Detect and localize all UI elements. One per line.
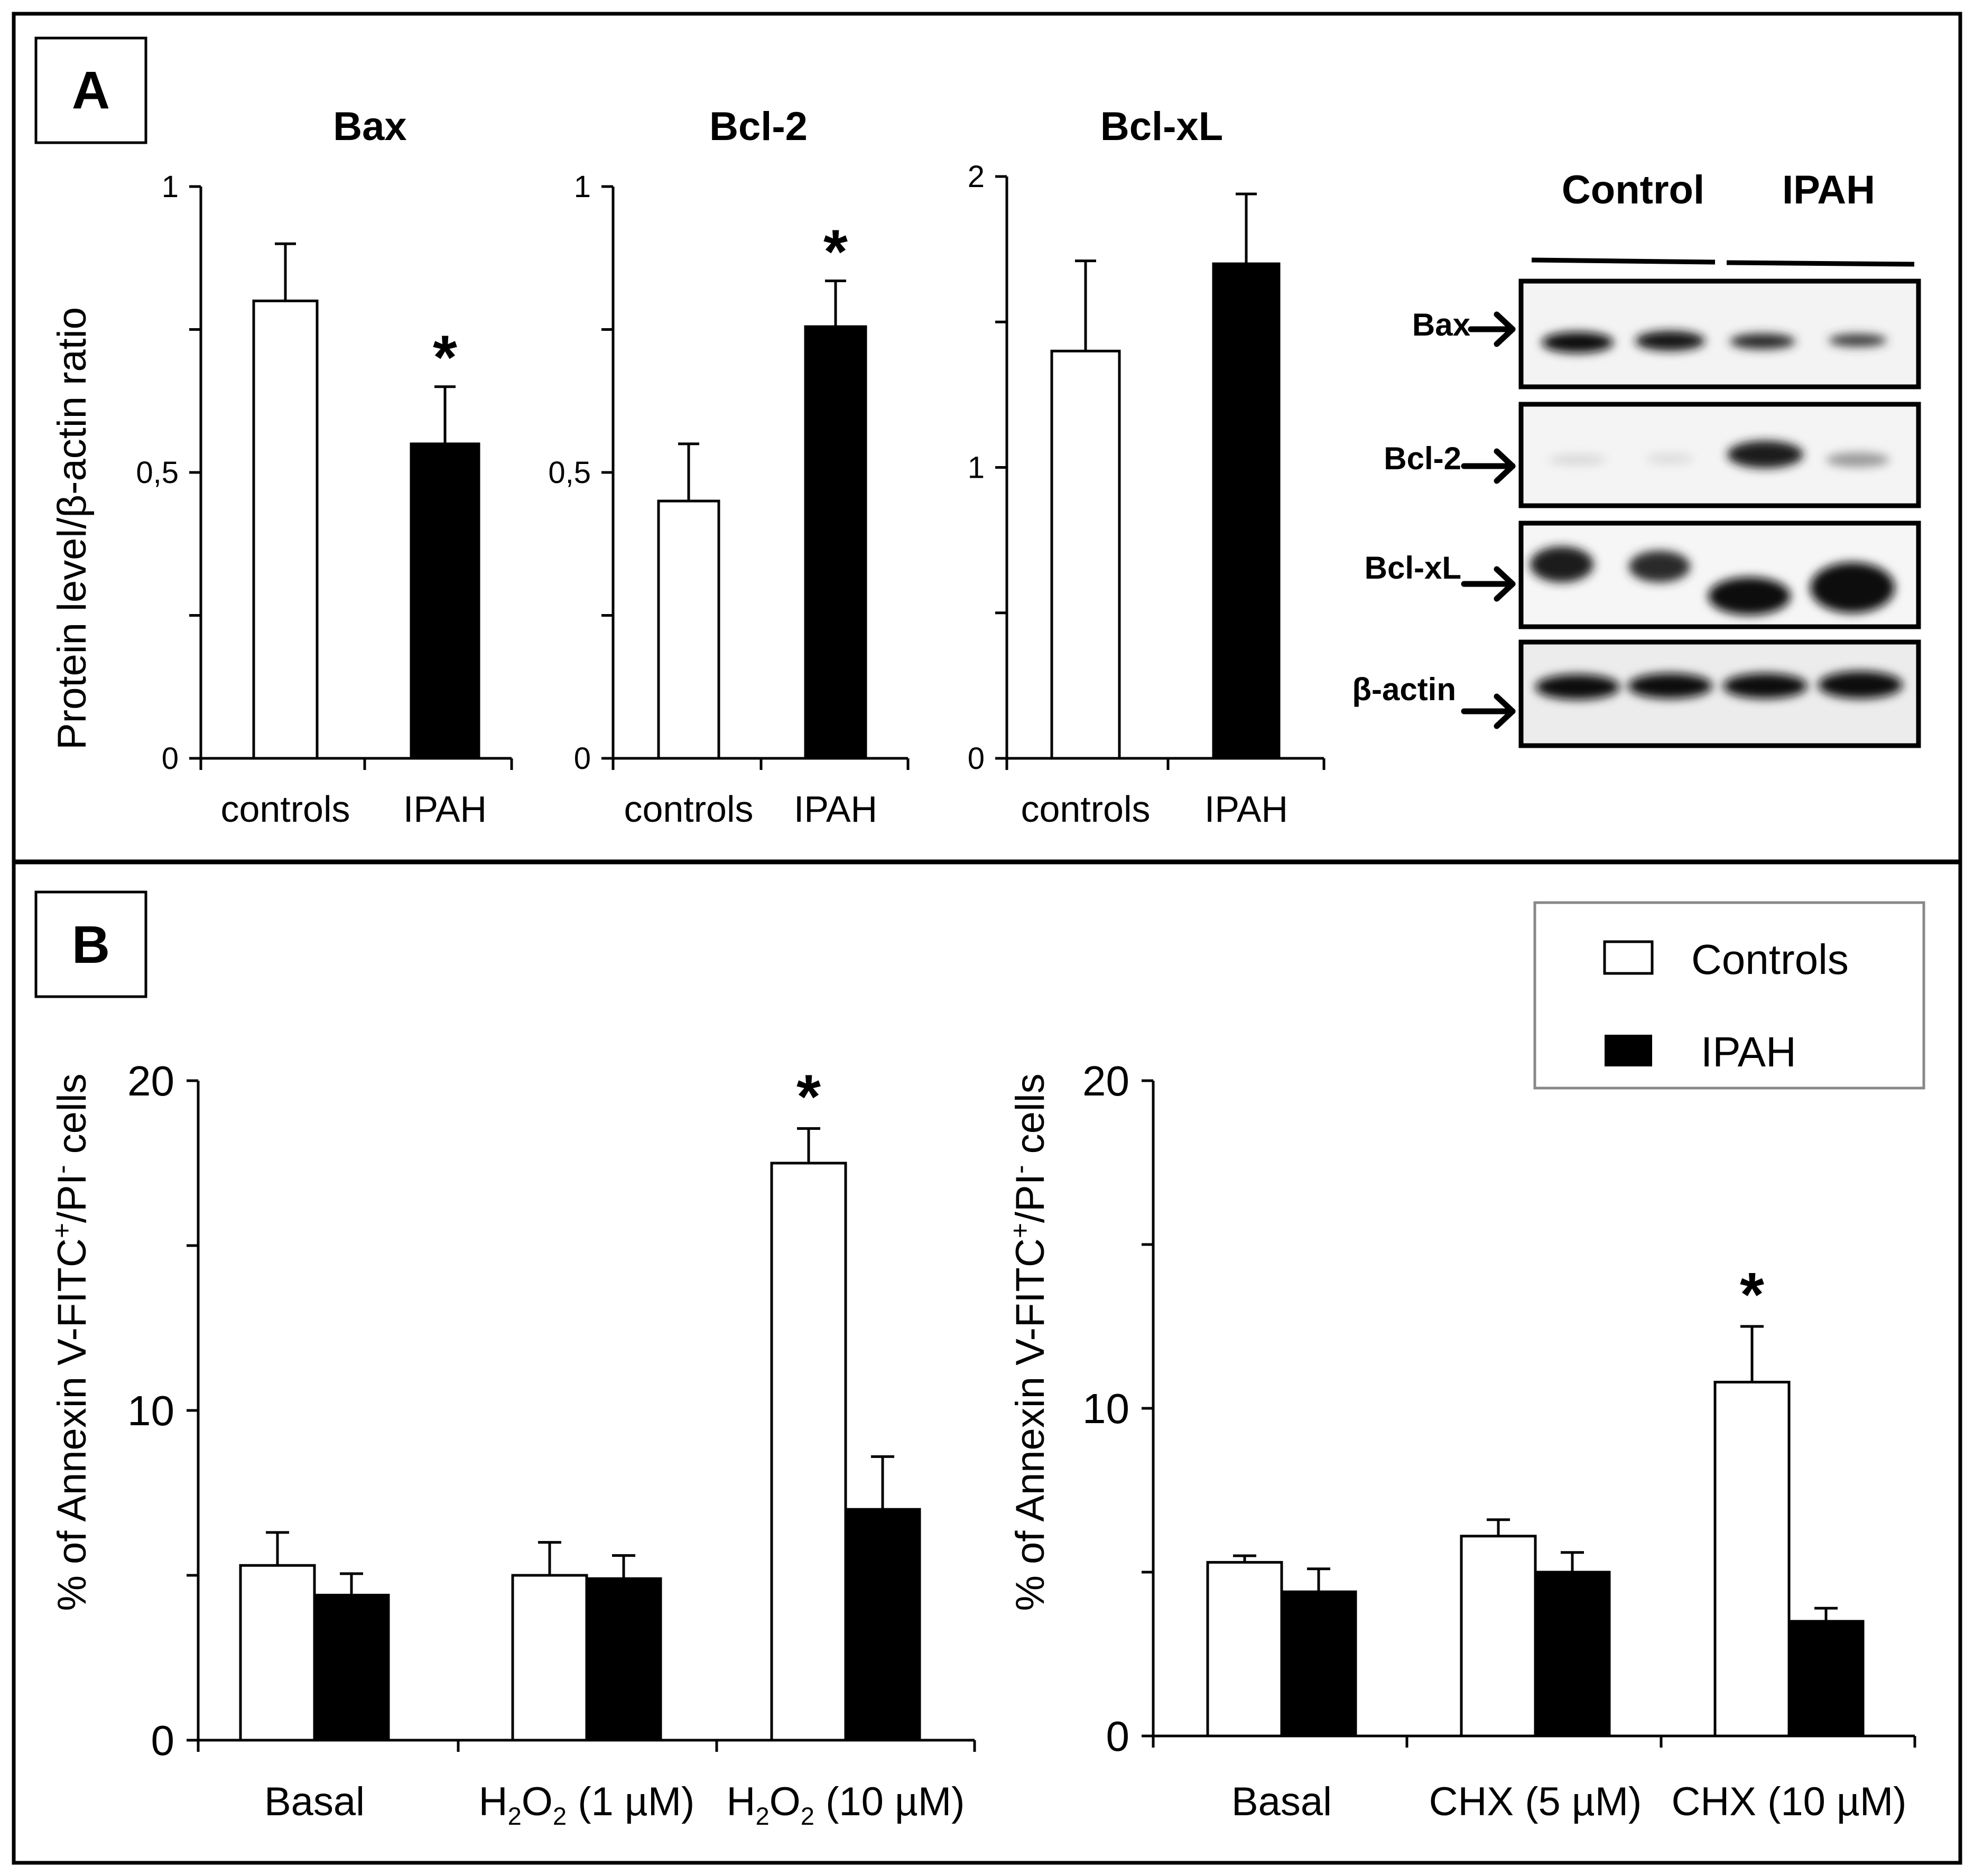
bclxl-x-tick-label: controls bbox=[1021, 788, 1150, 830]
bax-bar-chart: Bax 0 0,5 1 controls * IPAH bbox=[136, 104, 513, 830]
h2o2-y-axis-label: % of Annexin V-FITC+/PI- cells bbox=[47, 1073, 95, 1611]
blot-arrow-beta-actin bbox=[1461, 693, 1516, 729]
blot-row-label-bclxl: Bcl-xL bbox=[1365, 550, 1461, 586]
blot-group-control: Control bbox=[1562, 168, 1704, 212]
chx-y-tick-label: 20 bbox=[1082, 1057, 1129, 1104]
legend-label-controls: Controls bbox=[1691, 936, 1849, 983]
bcl2-y-tick-label: 0,5 bbox=[548, 456, 591, 490]
legend: Controls IPAH bbox=[1533, 901, 1925, 1090]
chx-bar-controls-1 bbox=[1206, 1561, 1283, 1738]
bax-y-tick-label: 1 bbox=[162, 170, 179, 204]
legend-swatch-ipah bbox=[1605, 1035, 1652, 1066]
bclxl-y-tick-label: 2 bbox=[968, 160, 985, 194]
bax-x-tick-label: controls bbox=[220, 788, 350, 830]
chx-y-tick-label: 10 bbox=[1082, 1385, 1129, 1432]
bclxl-y-tick-label: 1 bbox=[968, 451, 985, 485]
h2o2-bar-ipah-2 bbox=[585, 1577, 662, 1742]
h2o2-bar-chart: 0 10 20 Basal H2O2 (1 µM) * H2O2 (10 µM) bbox=[127, 1057, 976, 1830]
blot-bands-bax bbox=[1542, 331, 1887, 353]
legend-swatch-controls bbox=[1603, 940, 1654, 975]
panel-b-label: B bbox=[34, 890, 147, 998]
svg-text:A: A bbox=[72, 61, 110, 120]
chx-y-tick-label: 0 bbox=[1106, 1713, 1130, 1760]
bcl2-bar-ipah bbox=[804, 325, 867, 760]
h2o2-y-tick-label: 20 bbox=[127, 1057, 174, 1104]
bcl2-x-tick-label: controls bbox=[624, 788, 753, 830]
h2o2-bar-ipah-1 bbox=[313, 1593, 390, 1742]
chx-bar-controls-2 bbox=[1460, 1535, 1537, 1738]
h2o2-significance-star: * bbox=[796, 1062, 821, 1131]
chx-bar-chart: 0 10 20 Basal CHX (5 µM) * CHX (10 µM) bbox=[1082, 1057, 1916, 1824]
h2o2-bar-controls-1 bbox=[239, 1564, 316, 1742]
bcl2-x-tick-label: IPAH bbox=[794, 788, 877, 830]
bax-title: Bax bbox=[333, 104, 406, 149]
blot-bands-bclxl bbox=[1530, 546, 1895, 615]
bclxl-bar-chart: Bcl-xL 0 1 2 controls IPAH bbox=[968, 104, 1326, 830]
blot-row-label-bax: Bax bbox=[1412, 307, 1470, 342]
blot-row-label-beta-actin: β-actin bbox=[1352, 672, 1456, 707]
h2o2-y-tick-label: 0 bbox=[151, 1717, 175, 1764]
blot-row-label-bcl2: Bcl-2 bbox=[1384, 441, 1461, 476]
h2o2-bar-controls-3 bbox=[770, 1162, 847, 1742]
chx-bar-controls-3 bbox=[1713, 1380, 1791, 1738]
bcl2-y-tick-label: 0 bbox=[574, 741, 591, 776]
panel-a-label: A bbox=[34, 36, 147, 144]
blot-group-line-ipah bbox=[1726, 260, 1915, 267]
chx-x-tick-label: Basal bbox=[1231, 1779, 1332, 1824]
legend-box bbox=[1533, 901, 1925, 1090]
blot-arrow-bax bbox=[1468, 311, 1516, 347]
blot-arrow-bclxl bbox=[1461, 566, 1516, 602]
chx-x-tick-label: CHX (5 µM) bbox=[1429, 1779, 1642, 1824]
bclxl-bar-ipah bbox=[1212, 262, 1281, 760]
chx-bar-ipah-1 bbox=[1280, 1590, 1357, 1738]
blot-group-ipah: IPAH bbox=[1782, 168, 1875, 212]
bclxl-x-tick-label: IPAH bbox=[1204, 788, 1288, 830]
western-blot: Control IPAH bbox=[1352, 168, 1921, 748]
bax-bar-ipah bbox=[410, 442, 480, 760]
legend-label-ipah: IPAH bbox=[1701, 1028, 1796, 1075]
bcl2-title: Bcl-2 bbox=[709, 104, 808, 149]
blot-group-line-control bbox=[1531, 257, 1716, 265]
bclxl-bar-controls bbox=[1050, 349, 1121, 760]
bax-y-tick-label: 0,5 bbox=[136, 456, 179, 490]
chx-x-tick-label: CHX (10 µM) bbox=[1672, 1779, 1907, 1824]
chx-y-axis-label: % of Annexin V-FITC+/PI- cells bbox=[1005, 1073, 1053, 1611]
blot-bands-bcl2 bbox=[1549, 441, 1889, 468]
h2o2-x-tick-label: H2O2 (1 µM) bbox=[479, 1779, 695, 1830]
h2o2-y-tick-label: 10 bbox=[127, 1387, 174, 1434]
bax-x-tick-label: IPAH bbox=[403, 788, 487, 830]
bclxl-y-tick-label: 0 bbox=[968, 741, 985, 776]
bclxl-title: Bcl-xL bbox=[1100, 104, 1223, 149]
bax-y-tick-label: 0 bbox=[162, 741, 179, 776]
chx-bar-ipah-3 bbox=[1787, 1620, 1865, 1738]
svg-text:% of Annexin V-FITC+/PI- cells: % of Annexin V-FITC+/PI- cells bbox=[47, 1073, 95, 1611]
h2o2-x-tick-label: Basal bbox=[264, 1779, 365, 1824]
bcl2-bar-chart: Bcl-2 0 0,5 1 controls * IPAH bbox=[548, 104, 910, 830]
bax-bar-controls bbox=[252, 299, 319, 760]
h2o2-bar-controls-2 bbox=[511, 1574, 588, 1742]
bcl2-bar-controls bbox=[657, 499, 720, 760]
bcl2-y-tick-label: 1 bbox=[574, 170, 591, 204]
blot-frame-bax bbox=[1518, 278, 1921, 389]
blot-arrow-bcl2 bbox=[1461, 448, 1516, 484]
chx-significance-star: * bbox=[1740, 1260, 1764, 1330]
blot-bands-beta-actin bbox=[1535, 671, 1903, 700]
h2o2-bar-ipah-3 bbox=[844, 1508, 921, 1742]
svg-text:B: B bbox=[72, 915, 110, 974]
panel-b-frame bbox=[12, 860, 1962, 1865]
bax-significance-star: * bbox=[433, 323, 457, 393]
panel-a-y-axis-label: Protein level/β-actin ratio bbox=[50, 307, 95, 750]
chx-bar-ipah-2 bbox=[1534, 1571, 1611, 1738]
bcl2-significance-star: * bbox=[823, 217, 848, 287]
h2o2-x-tick-label: H2O2 (10 µM) bbox=[727, 1779, 965, 1830]
svg-text:% of Annexin V-FITC+/PI- cells: % of Annexin V-FITC+/PI- cells bbox=[1005, 1073, 1053, 1611]
